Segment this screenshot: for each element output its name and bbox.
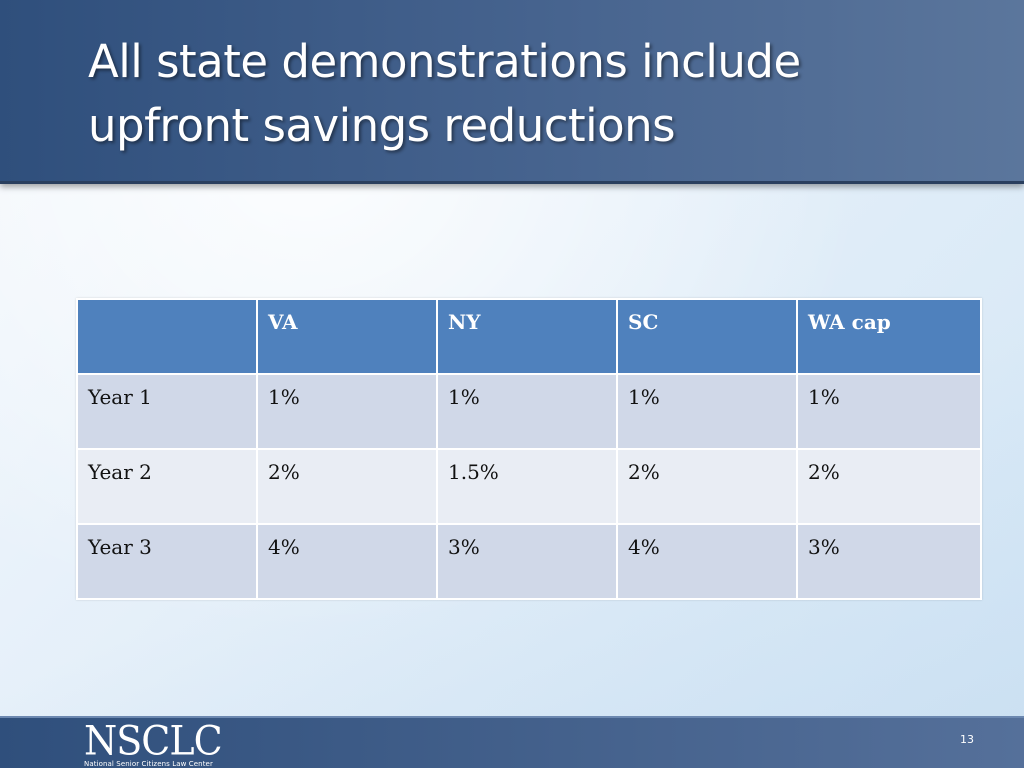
table-cell: 2% <box>616 448 798 525</box>
table-cell: 4% <box>256 523 438 600</box>
table-row: Year 2 2% 1.5% 2% 2% <box>76 448 982 525</box>
footer-bar <box>0 716 1024 768</box>
slide-title: All state demonstrations include upfront… <box>88 35 801 152</box>
table-row-label: Year 1 <box>76 373 258 450</box>
savings-reduction-table: VA NY SC WA cap Year 1 1% 1% 1% 1% Year … <box>76 298 982 600</box>
table-row: Year 3 4% 3% 4% 3% <box>76 523 982 600</box>
table-cell: 2% <box>796 448 982 525</box>
title-bar: All state demonstrations include upfront… <box>0 0 1024 184</box>
table-row-label: Year 3 <box>76 523 258 600</box>
table-header-cell <box>76 298 258 375</box>
table-cell: 3% <box>796 523 982 600</box>
table-cell: 1.5% <box>436 448 618 525</box>
table-header-cell: SC <box>616 298 798 375</box>
table-header-cell: VA <box>256 298 438 375</box>
logo-wordmark: NSCLC <box>84 717 223 765</box>
logo-subtitle: National Senior Citizens Law Center <box>84 760 213 768</box>
table-header-cell: WA cap <box>796 298 982 375</box>
nsclc-logo: NSCLC National Senior Citizens Law Cente… <box>84 717 223 768</box>
table-row: Year 1 1% 1% 1% 1% <box>76 373 982 450</box>
table-cell: 3% <box>436 523 618 600</box>
table-cell: 1% <box>436 373 618 450</box>
table-header-row: VA NY SC WA cap <box>76 298 982 375</box>
table-cell: 1% <box>616 373 798 450</box>
table-header-cell: NY <box>436 298 618 375</box>
table-row-label: Year 2 <box>76 448 258 525</box>
table-cell: 1% <box>796 373 982 450</box>
table-cell: 2% <box>256 448 438 525</box>
page-number: 13 <box>960 733 974 746</box>
table-cell: 1% <box>256 373 438 450</box>
table-cell: 4% <box>616 523 798 600</box>
